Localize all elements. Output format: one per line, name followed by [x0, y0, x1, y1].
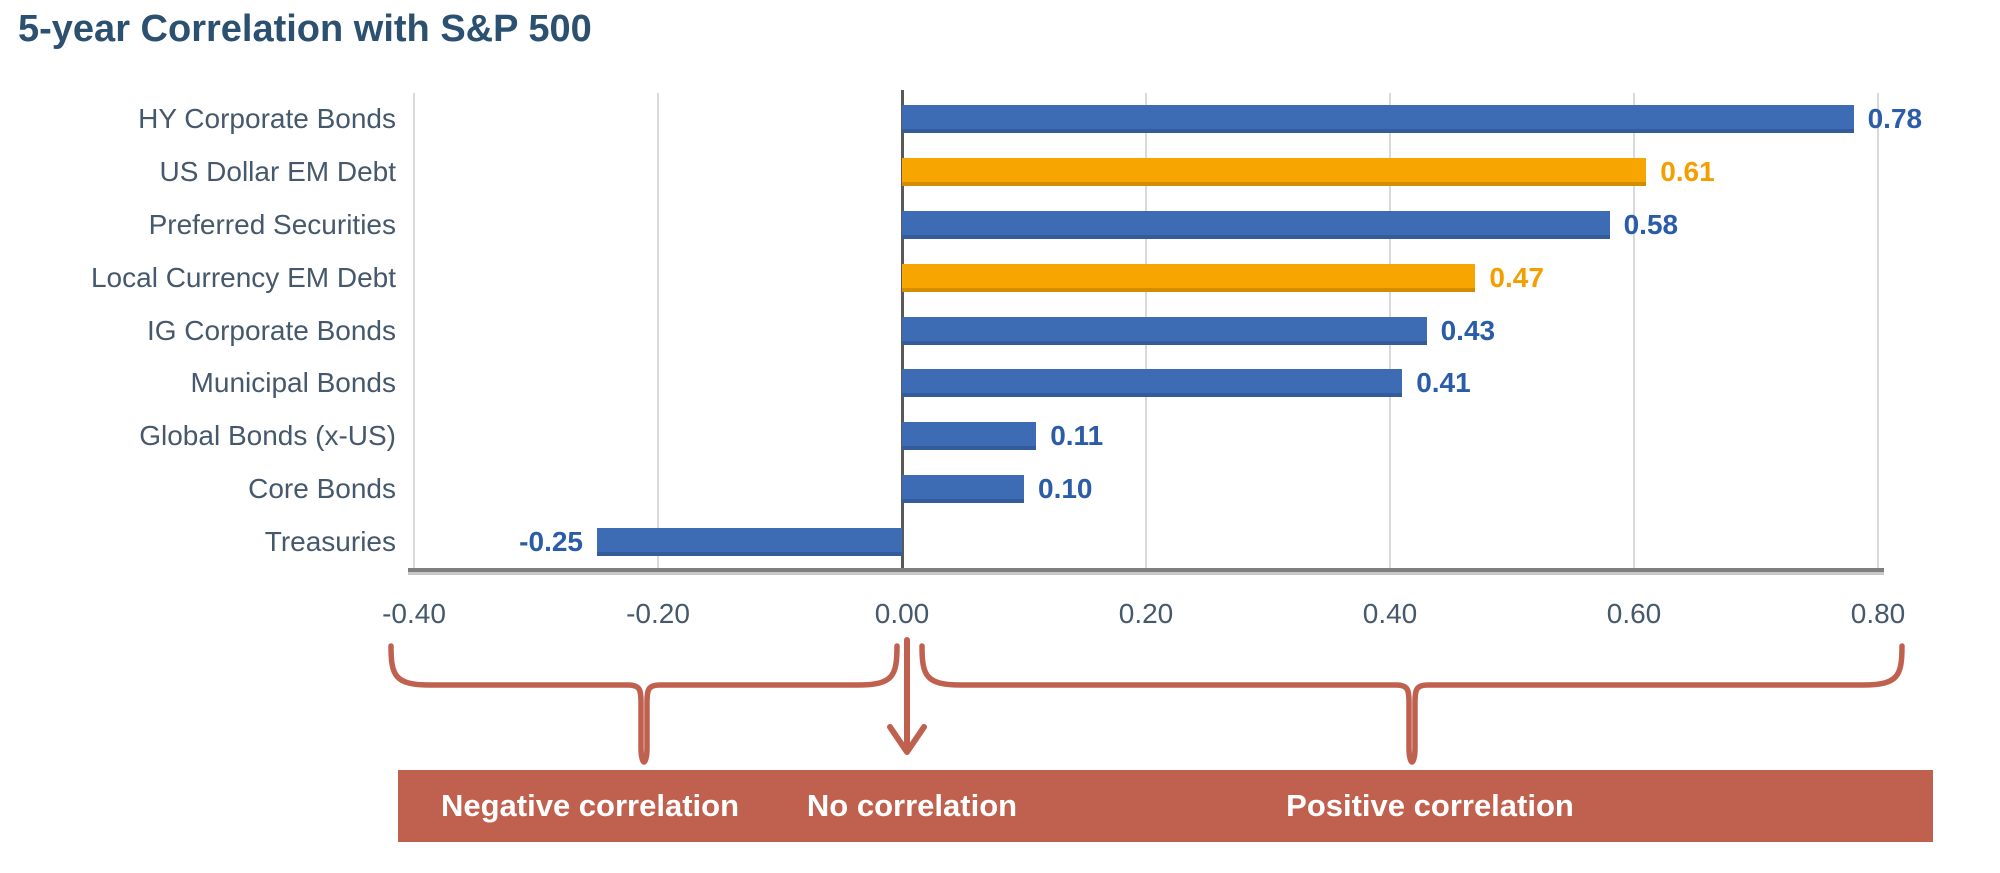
- category-label: Municipal Bonds: [190, 367, 396, 399]
- bar-value-label: 0.47: [1489, 261, 1544, 293]
- category-label: IG Corporate Bonds: [146, 314, 396, 346]
- gridline: [1633, 93, 1635, 568]
- x-axis-tick-label: 0.80: [1850, 598, 1906, 629]
- x-axis-tick-label: 0.00: [874, 598, 930, 629]
- correlation-banner: Negative correlation No correlation Posi…: [398, 770, 1933, 842]
- category-label: HY Corporate Bonds: [138, 103, 396, 135]
- category-label: Treasuries: [264, 525, 396, 557]
- bar: [902, 210, 1610, 239]
- chart-title: 5-year Correlation with S&P 500: [18, 8, 592, 50]
- bar: [902, 105, 1854, 134]
- bar-value-label: 0.58: [1623, 208, 1679, 240]
- gridline: [413, 93, 415, 568]
- bar: [902, 316, 1427, 345]
- x-axis-tick-label: -0.40: [382, 598, 446, 629]
- bar-value-label: 0.61: [1660, 156, 1715, 188]
- category-label: Global Bonds (x-US): [139, 420, 396, 452]
- bar: [902, 263, 1476, 292]
- positive-correlation-label: Positive correlation: [1286, 788, 1574, 823]
- bar: [902, 474, 1024, 503]
- x-axis-line: [408, 568, 1884, 572]
- no-correlation-label: No correlation: [806, 788, 1018, 823]
- gridline: [657, 93, 659, 568]
- x-axis-tick-label: 0.40: [1362, 598, 1418, 629]
- bar: [597, 527, 902, 556]
- x-axis-tick-label: -0.20: [626, 598, 690, 629]
- bar-value-label: 0.11: [1050, 420, 1104, 452]
- x-axis-tick-label: 0.60: [1606, 598, 1662, 629]
- category-label: US Dollar EM Debt: [159, 156, 396, 188]
- category-label: Local Currency EM Debt: [90, 261, 396, 293]
- x-axis-line-shadow: [408, 572, 1884, 575]
- bar-value-label: -0.25: [519, 525, 583, 557]
- category-label: Preferred Securities: [148, 208, 396, 240]
- bar-value-label: 0.43: [1440, 314, 1496, 346]
- x-axis-tick-label: 0.20: [1118, 598, 1174, 629]
- gridline: [1877, 93, 1879, 568]
- bar-value-label: 0.41: [1416, 367, 1471, 399]
- bar: [902, 422, 1037, 451]
- bar: [902, 158, 1647, 187]
- bar-value-label: 0.78: [1867, 103, 1923, 135]
- bar-value-label: 0.10: [1038, 472, 1093, 504]
- bar: [902, 369, 1403, 398]
- category-label: Core Bonds: [248, 472, 396, 504]
- negative-correlation-label: Negative correlation: [440, 788, 740, 823]
